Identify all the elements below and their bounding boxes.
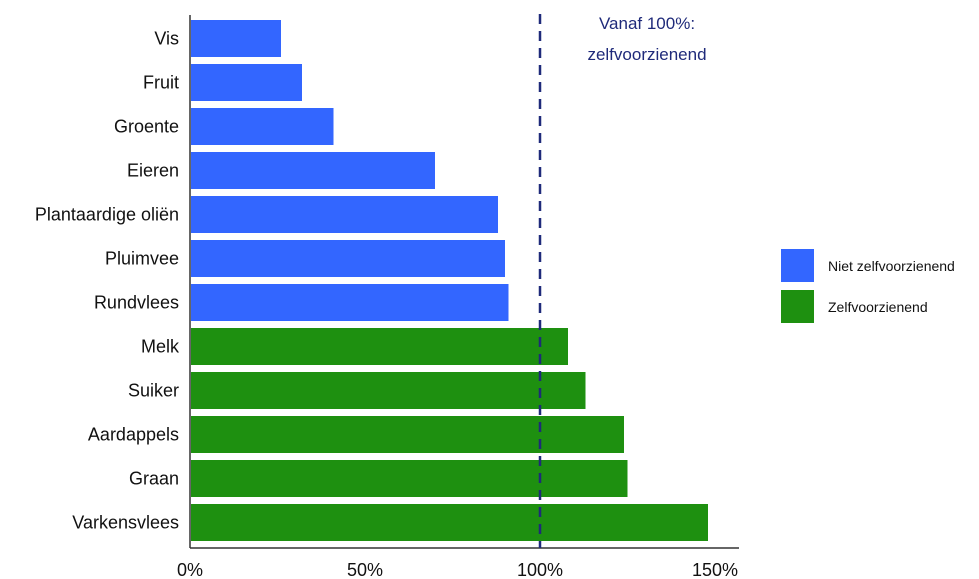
bar-fruit bbox=[191, 64, 302, 101]
bar-pluimvee bbox=[191, 240, 505, 277]
x-tick-label-0: 0% bbox=[177, 560, 203, 579]
x-tick-labels: 0% 50% 100% 150% bbox=[177, 560, 738, 579]
category-label-melk: Melk bbox=[141, 337, 180, 357]
category-label-aardappels: Aardappels bbox=[88, 425, 179, 445]
category-label-fruit: Fruit bbox=[143, 73, 179, 93]
category-label-groente: Groente bbox=[114, 117, 179, 137]
category-label-vis: Vis bbox=[154, 29, 179, 49]
bar-plantaardige-olien bbox=[191, 196, 498, 233]
annotation-line-2: zelfvoorzienend bbox=[587, 45, 706, 64]
bar-aardappels bbox=[191, 416, 624, 453]
bar-eieren bbox=[191, 152, 435, 189]
bar-suiker bbox=[191, 372, 586, 409]
bar-rundvlees bbox=[191, 284, 509, 321]
legend-swatch-niet-zelfvoorzienend bbox=[781, 249, 814, 282]
x-tick-label-100: 100% bbox=[517, 560, 563, 579]
x-tick-label-50: 50% bbox=[347, 560, 383, 579]
legend-label-niet-zelfvoorzienend: Niet zelfvoorzienend bbox=[828, 258, 955, 274]
category-labels: Vis Fruit Groente Eieren Plantaardige oliën P… bbox=[35, 29, 180, 533]
category-label-varkensvlees: Varkensvlees bbox=[72, 513, 179, 533]
category-label-plantaardige-olien: Plantaardige oliën bbox=[35, 205, 179, 225]
bar-groente bbox=[191, 108, 334, 145]
bar-graan bbox=[191, 460, 628, 497]
category-label-graan: Graan bbox=[129, 469, 179, 489]
category-label-suiker: Suiker bbox=[128, 381, 179, 401]
category-label-rundvlees: Rundvlees bbox=[94, 293, 179, 313]
bar-vis bbox=[191, 20, 281, 57]
legend: Niet zelfvoorzienend Zelfvoorzienend bbox=[781, 249, 955, 323]
category-label-pluimvee: Pluimvee bbox=[105, 249, 179, 269]
legend-swatch-zelfvoorzienend bbox=[781, 290, 814, 323]
bar-varkensvlees bbox=[191, 504, 708, 541]
axes bbox=[189, 15, 739, 549]
bar-melk bbox=[191, 328, 568, 365]
x-tick-label-150: 150% bbox=[692, 560, 738, 579]
category-label-eieren: Eieren bbox=[127, 161, 179, 181]
annotation-line-1: Vanaf 100%: bbox=[599, 14, 695, 33]
bars-layer bbox=[191, 20, 708, 541]
legend-label-zelfvoorzienend: Zelfvoorzienend bbox=[828, 299, 928, 315]
